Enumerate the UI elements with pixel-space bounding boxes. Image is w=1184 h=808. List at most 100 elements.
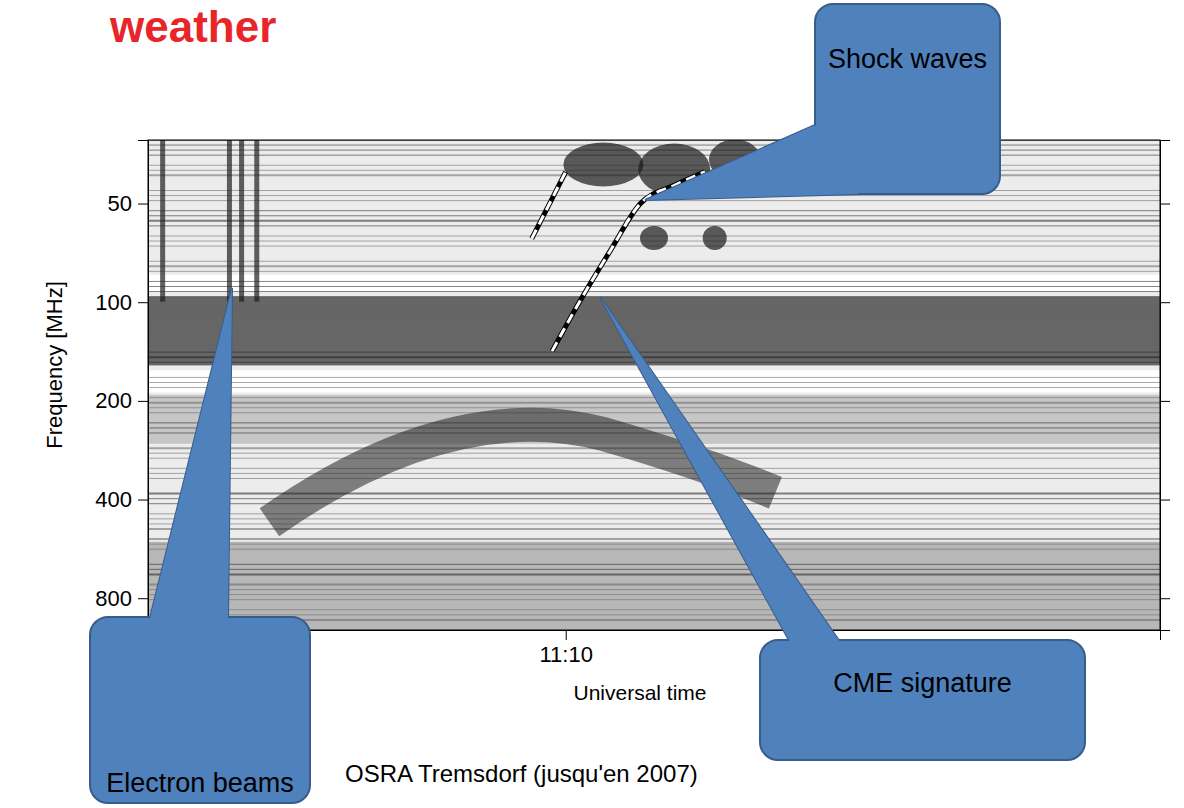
noise-line: [148, 296, 1160, 297]
y-tick-label: 50: [108, 191, 132, 216]
dark-band: [148, 297, 1160, 366]
noise-line: [148, 397, 1160, 398]
beam-streak: [254, 140, 259, 302]
noise-line: [148, 473, 1160, 474]
noise-line: [148, 210, 1160, 211]
callout: Shock waves: [645, 4, 1000, 200]
title: weather: [109, 2, 276, 51]
noise-line: [148, 584, 1160, 586]
noise-line: [148, 407, 1160, 408]
beam-streak: [160, 140, 165, 302]
noise-line: [148, 352, 1160, 353]
noise-line: [148, 589, 1160, 590]
noise-line: [148, 265, 1160, 267]
light-band: [148, 275, 1160, 292]
y-tick: 800: [95, 586, 148, 611]
noise-line: [148, 306, 1160, 307]
noise-line: [148, 528, 1160, 530]
noise-line: [148, 412, 1160, 413]
y-tick: 100: [95, 290, 148, 315]
y-tick-right: [1160, 598, 1170, 599]
callout: Electron beams: [90, 288, 310, 803]
noise-line: [148, 215, 1160, 216]
callout-text: Electron beams: [106, 768, 294, 798]
callout-box: [90, 617, 310, 803]
y-tick-mark: [1160, 401, 1170, 402]
y-tick-right: [1160, 500, 1170, 501]
noise-line: [148, 544, 1160, 545]
callout-pointer: [600, 297, 840, 642]
noise-line: [148, 331, 1160, 332]
noise-line: [148, 549, 1160, 550]
y-tick: 200: [95, 388, 148, 413]
callout-pointer: [150, 288, 232, 618]
y-tick-mark: [138, 401, 148, 402]
callout-box: [760, 640, 1085, 760]
y-tick-mark: [138, 598, 148, 599]
noise-line: [148, 311, 1160, 313]
noise-line: [148, 342, 1160, 343]
y-tick-right: [1160, 204, 1170, 205]
y-tick-mark: [1160, 500, 1170, 501]
figure: weather 50 100 200 400 800 11:10 Frequency [MHz…: [0, 0, 1184, 808]
noise-line: [148, 286, 1160, 287]
noise-line: [148, 422, 1160, 423]
callout-pointer-join: [150, 288, 232, 618]
noise-line: [148, 316, 1160, 317]
noise-line: [148, 594, 1160, 595]
emission-blob: [563, 143, 643, 187]
noise-line: [148, 281, 1160, 282]
noise-line: [148, 614, 1160, 615]
x-axis-title: Universal time: [573, 681, 706, 704]
callout-text: CME signature: [833, 668, 1012, 698]
noise-line: [148, 573, 1160, 575]
noise-band: [148, 542, 1160, 630]
y-axis-line: [138, 141, 149, 631]
noise-line: [148, 599, 1160, 600]
noise-line: [148, 427, 1160, 428]
y-tick-mark: [1160, 302, 1170, 303]
y-axis-right: [1160, 141, 1170, 631]
callout-pointer-join: [600, 297, 840, 642]
emission-blob: [640, 226, 668, 250]
noise-line: [148, 478, 1160, 479]
noise-line: [148, 523, 1160, 524]
noise-line: [148, 326, 1160, 327]
x-tick-label: 11:10: [539, 642, 592, 667]
y-tick-mark: [1160, 204, 1170, 205]
beam-streak: [227, 140, 232, 302]
y-tick-label: 100: [95, 290, 132, 315]
y-tick-mark: [138, 302, 148, 303]
caption: OSRA Tremsdorf (jusqu'en 2007): [345, 760, 698, 787]
noise-line: [148, 291, 1160, 292]
y-tick-label: 800: [95, 586, 132, 611]
noise-line: [148, 569, 1160, 570]
y-tick-mark: [138, 204, 148, 205]
noise-line: [148, 402, 1160, 404]
y-tick-mark: [138, 500, 148, 501]
callout-text: Shock waves: [828, 44, 987, 74]
callout-box: [815, 4, 1000, 194]
callout: CME signature: [600, 297, 1085, 760]
noise-line: [148, 220, 1160, 222]
y-axis: 50 100 200 400 800: [95, 141, 148, 631]
shock-lane: [532, 172, 566, 239]
noise-line: [148, 362, 1160, 363]
callout-pointer-join: [645, 125, 858, 200]
noise-line: [148, 261, 1160, 262]
y-axis-title: Frequency [MHz]: [42, 281, 67, 449]
noise-line: [148, 468, 1160, 469]
x-tick-mark: [566, 630, 567, 640]
y-tick: 50: [108, 191, 148, 216]
y-tick-label: 200: [95, 388, 132, 413]
noise-line: [148, 538, 1160, 540]
y-tick-right: [1160, 401, 1170, 402]
y-tick-label: 400: [95, 487, 132, 512]
noise-line: [148, 145, 1160, 146]
x-tick: 11:10: [539, 630, 592, 667]
noise-line: [148, 356, 1160, 358]
y-tick-mark: [1160, 598, 1170, 599]
noise-line: [148, 609, 1160, 610]
noise-line: [148, 564, 1160, 565]
noise-line: [148, 337, 1160, 338]
